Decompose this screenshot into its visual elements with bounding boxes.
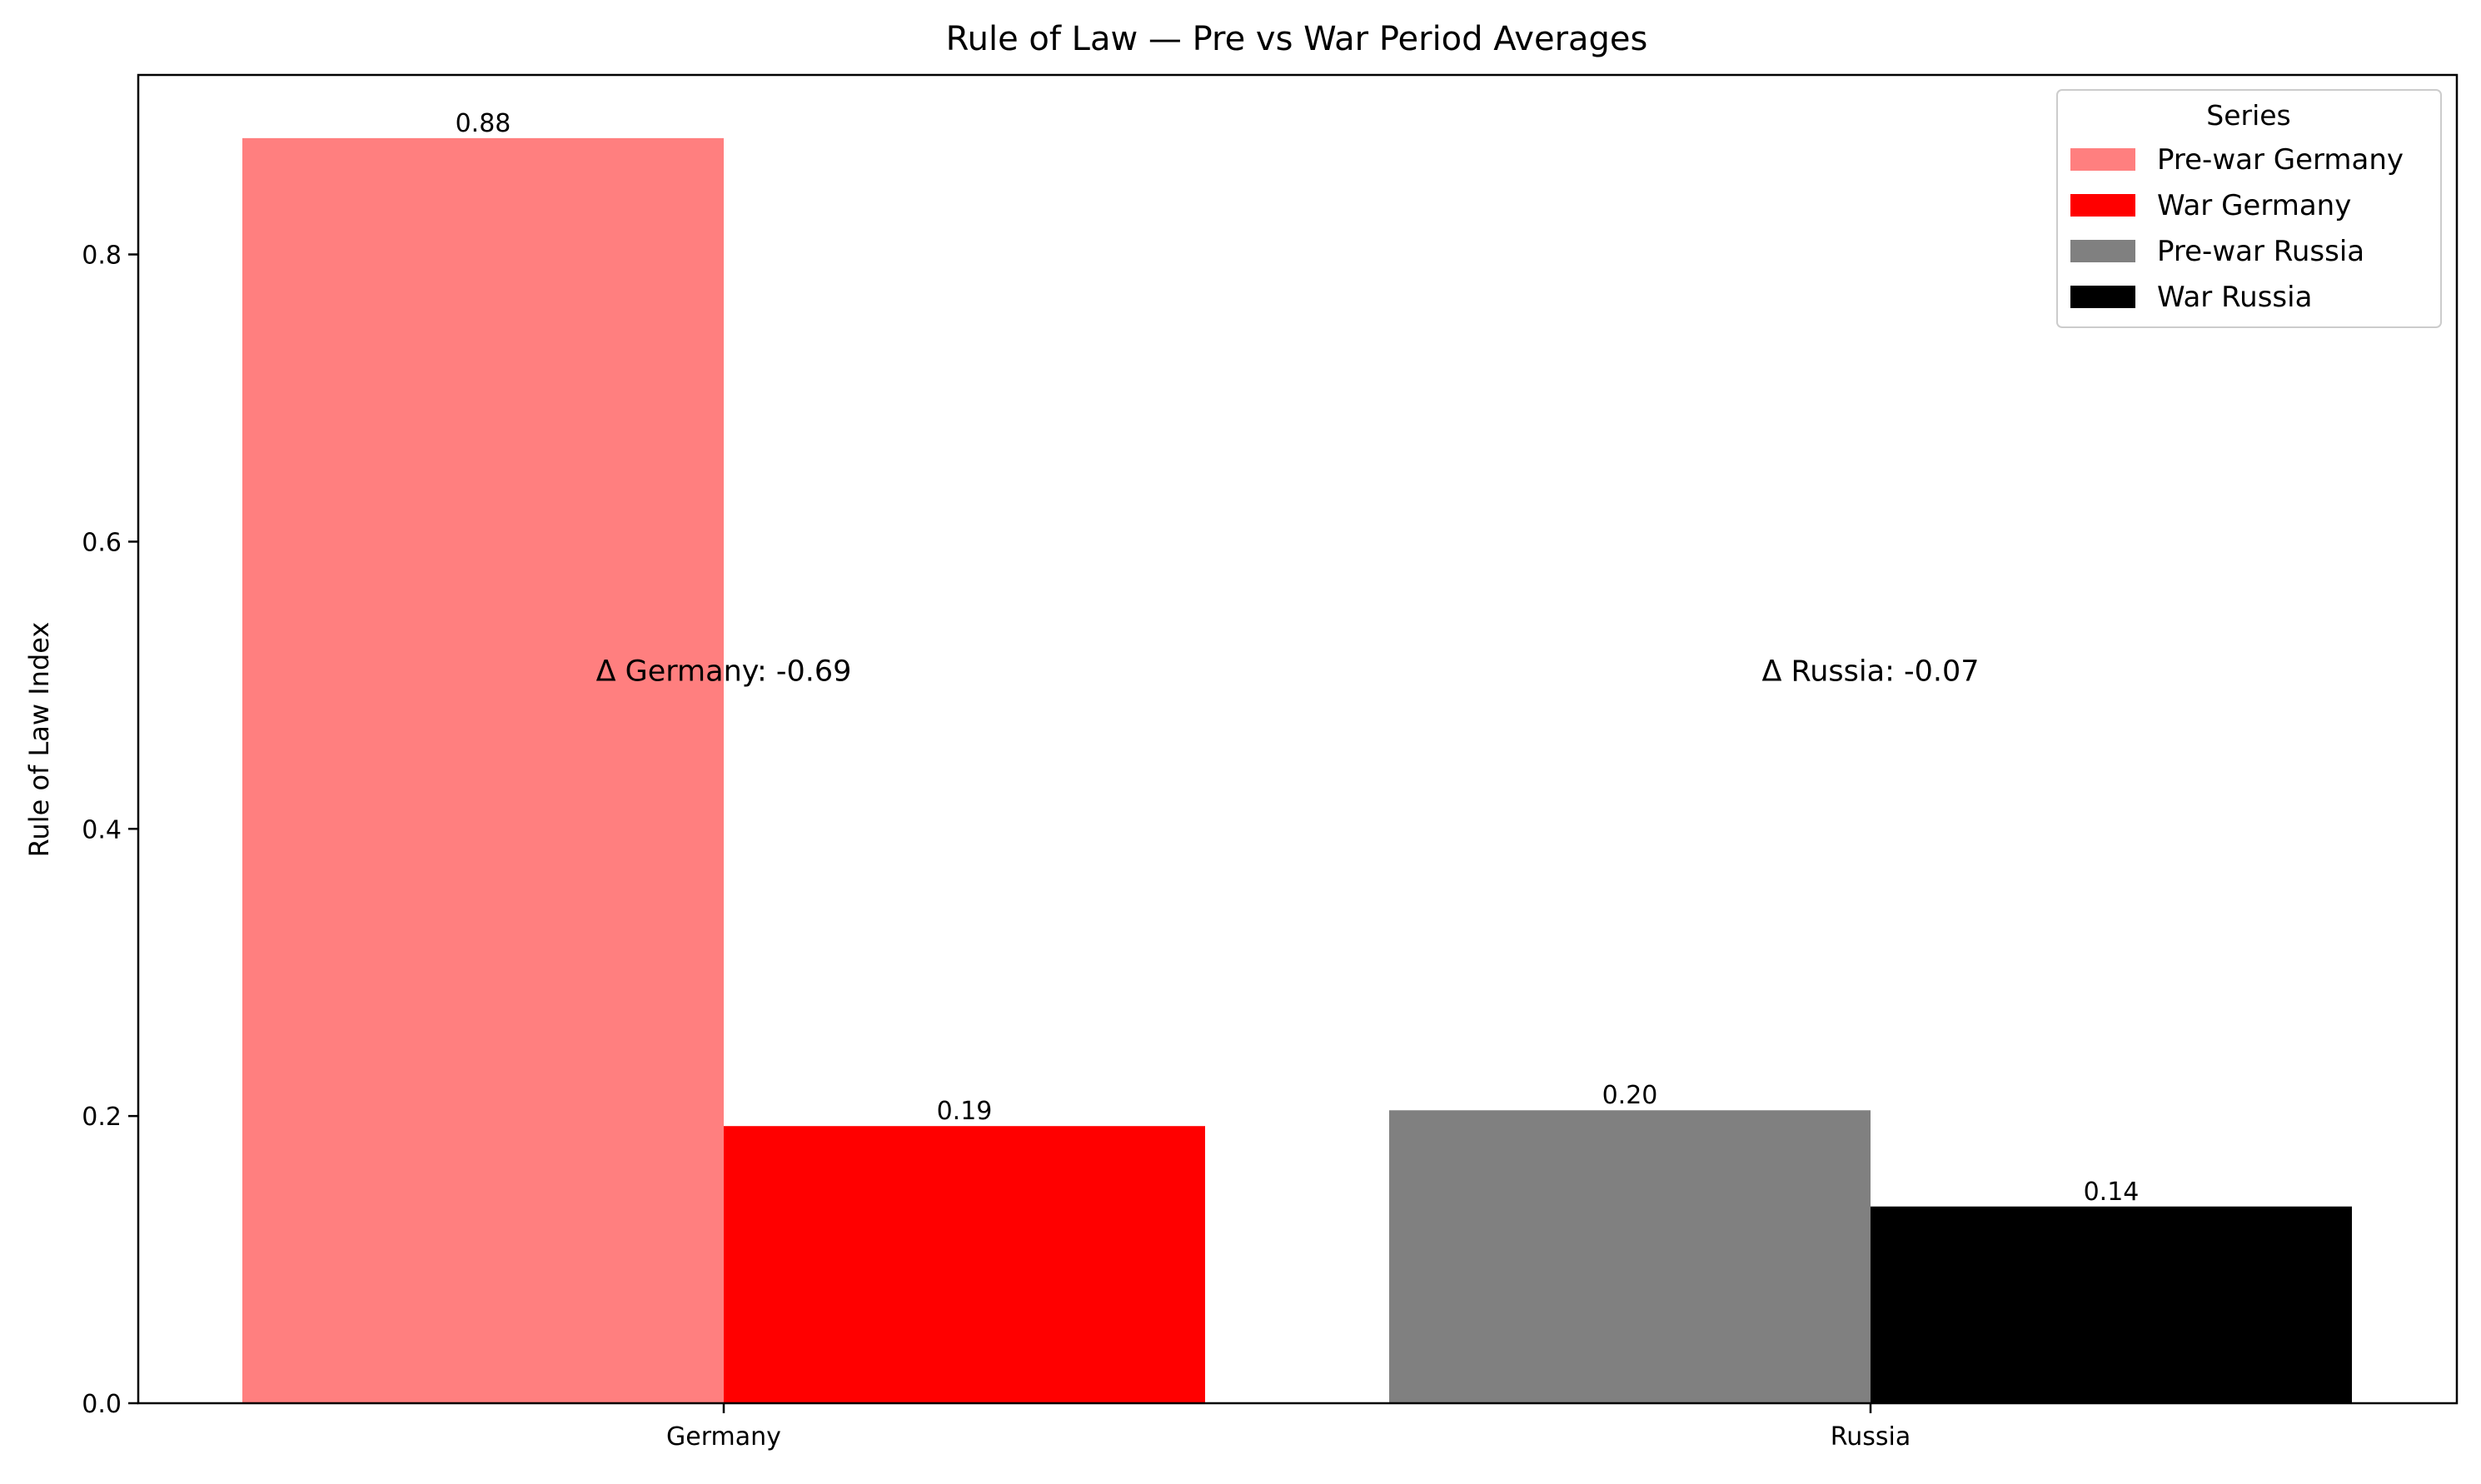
bar-value-label: 0.19 xyxy=(937,1097,993,1126)
legend-label: War Germany xyxy=(2157,189,2351,222)
legend-swatch xyxy=(2070,148,2135,171)
bar-pre-war-germany xyxy=(242,137,724,1404)
bar-war-russia xyxy=(1871,1206,2352,1403)
y-tick-label: 0.2 xyxy=(82,1103,122,1132)
bar-value-label: 0.88 xyxy=(456,109,511,138)
legend-swatch xyxy=(2070,286,2135,308)
bar-pre-war-russia xyxy=(1389,1110,1871,1403)
legend-swatch xyxy=(2070,194,2135,217)
bar-labels-layer: 0.88 0.19 0.20 0.14 xyxy=(456,109,2140,1207)
y-axis: 0.0 0.2 0.4 0.6 0.8 xyxy=(82,242,138,1419)
bar-war-germany xyxy=(724,1126,1205,1403)
legend-box xyxy=(2056,89,2442,328)
y-tick-label: 0.6 xyxy=(82,528,122,557)
y-tick-label: 0.8 xyxy=(82,242,122,271)
x-tick-label: Germany xyxy=(666,1422,781,1452)
annotations-layer: Δ Germany: -0.69 Δ Russia: -0.07 xyxy=(596,655,1980,689)
x-tick-label: Russia xyxy=(1831,1422,1911,1452)
bars-layer xyxy=(242,137,2352,1404)
legend-title: Series xyxy=(2206,99,2290,132)
delta-annotation: Δ Russia: -0.07 xyxy=(1761,655,1979,689)
legend-items: Pre-war Germany War Germany Pre-war Russia… xyxy=(2070,143,2404,314)
delta-annotation: Δ Germany: -0.69 xyxy=(596,655,852,689)
bar-value-label: 0.20 xyxy=(1602,1081,1658,1110)
y-tick-label: 0.4 xyxy=(82,815,122,844)
plot-frame xyxy=(137,73,2459,1405)
chart-title: Rule of Law — Pre vs War Period Averages xyxy=(946,20,1648,58)
y-axis-label: Rule of Law Index xyxy=(23,622,55,858)
legend-label: Pre-war Russia xyxy=(2157,235,2364,268)
legend-label: Pre-war Germany xyxy=(2157,143,2404,177)
bar-value-label: 0.14 xyxy=(2084,1178,2140,1207)
y-tick-label: 0.0 xyxy=(82,1390,122,1419)
x-axis: Germany Russia xyxy=(666,1403,1911,1452)
legend-label: War Russia xyxy=(2157,281,2312,314)
legend-swatch xyxy=(2070,240,2135,262)
